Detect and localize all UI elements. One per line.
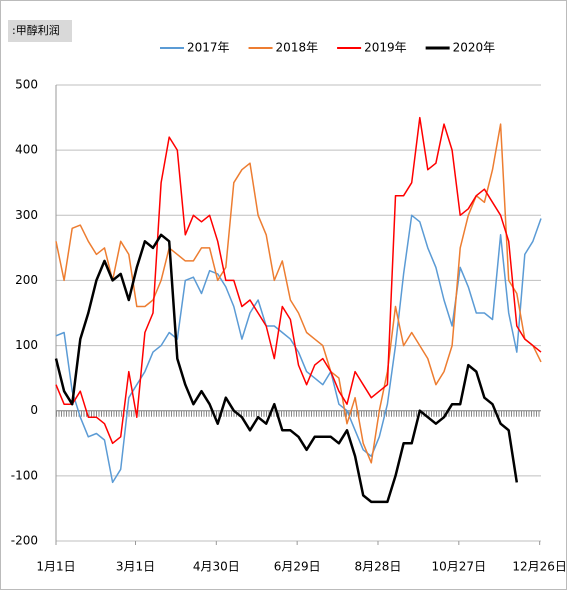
- y-tick-label: 500: [15, 78, 38, 92]
- y-tick-label: 300: [15, 208, 38, 222]
- x-tick-label: 1月1日: [36, 560, 75, 574]
- title-box: [8, 20, 72, 42]
- x-tick-label: 10月27日: [432, 560, 487, 574]
- x-tick-label: 8月28日: [355, 560, 402, 574]
- series-line: [54, 233, 519, 504]
- series-line: [55, 116, 542, 445]
- series-line: [55, 214, 542, 484]
- legend-label: 2018年: [276, 41, 319, 55]
- y-tick-label: 400: [15, 143, 38, 157]
- y-tick-label: -200: [11, 534, 38, 548]
- legend-label: 2017年: [187, 41, 230, 55]
- legend-label: 2020年: [453, 41, 496, 55]
- x-tick-label: 6月29日: [274, 560, 321, 574]
- x-tick-label: 12月26日: [512, 560, 567, 574]
- y-tick-label: -100: [11, 468, 38, 482]
- y-tick-label: 200: [15, 273, 38, 287]
- legend: 2017年 2018年 2019年 2020年: [160, 41, 495, 55]
- series-line: [55, 123, 542, 464]
- x-tick-label: 4月30日: [193, 560, 240, 574]
- x-tick-label: 3月1日: [116, 560, 155, 574]
- chart-title: :甲醇利润: [12, 23, 60, 37]
- legend-label: 2019年: [364, 41, 407, 55]
- y-tick-label: 100: [15, 338, 38, 352]
- y-tick-label: 0: [30, 403, 38, 417]
